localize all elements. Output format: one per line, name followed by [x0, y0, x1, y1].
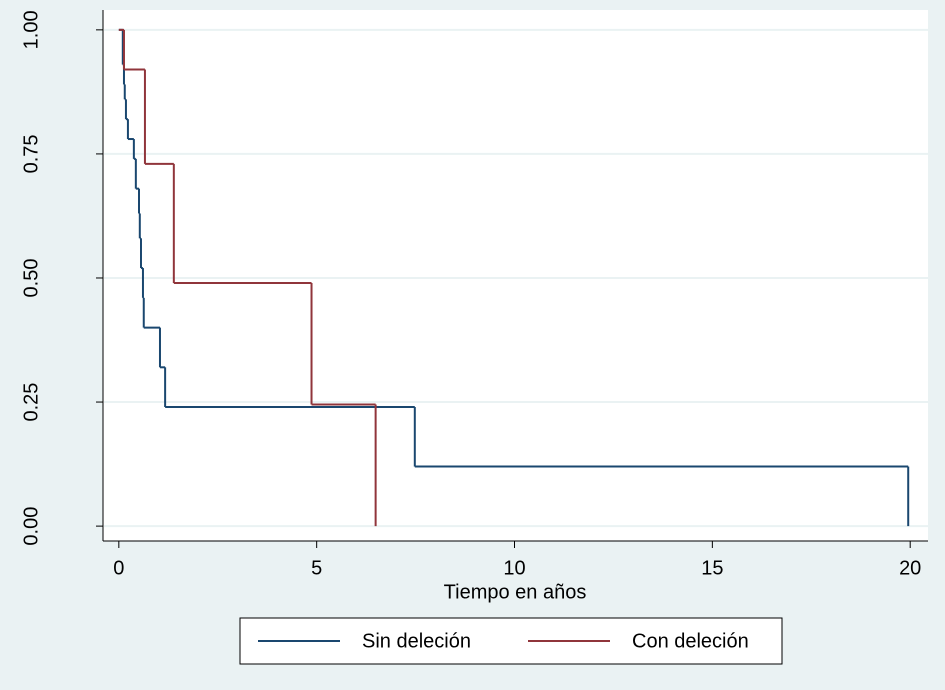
legend-label: Con deleción: [632, 630, 749, 652]
y-tick-label: 1.00: [20, 10, 42, 49]
y-tick-label: 0.75: [20, 134, 42, 173]
plot-area: [103, 10, 928, 541]
legend-label: Sin deleción: [362, 630, 471, 652]
x-tick-label: 0: [113, 557, 124, 579]
y-tick-label: 0.00: [20, 507, 42, 546]
x-tick-label: 5: [311, 557, 322, 579]
x-tick-label: 15: [701, 557, 723, 579]
x-tick-label: 10: [503, 557, 525, 579]
x-axis-label: Tiempo en años: [444, 581, 587, 603]
y-tick-label: 0.50: [20, 259, 42, 298]
x-tick-label: 20: [899, 557, 921, 579]
y-tick-label: 0.25: [20, 383, 42, 422]
